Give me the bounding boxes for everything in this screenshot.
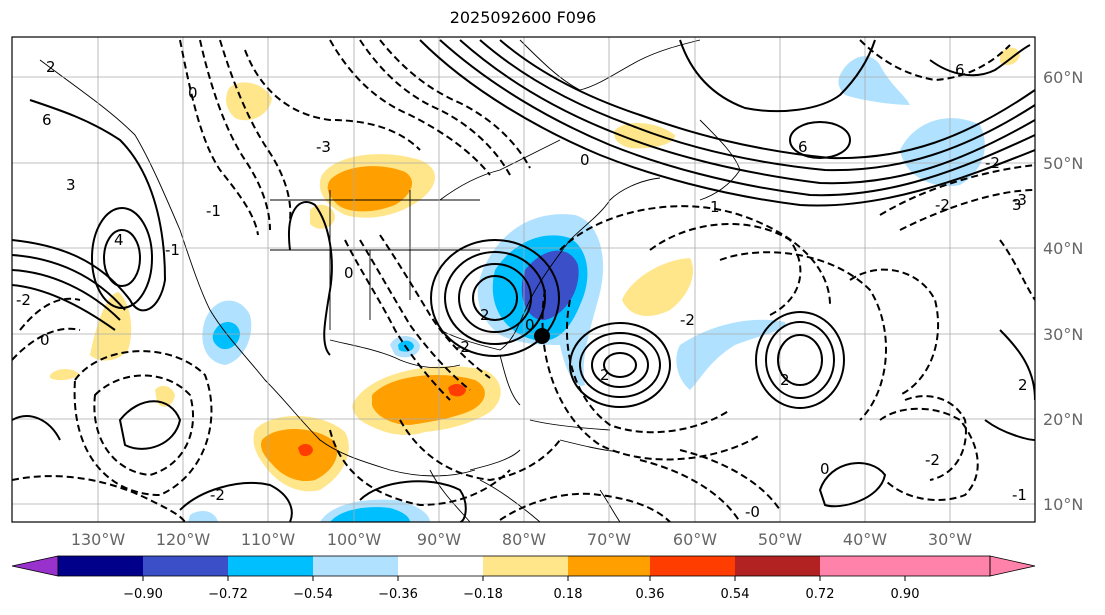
colorbar-bin: [568, 556, 650, 576]
colorbar-bin: [313, 556, 398, 576]
colorbar-tick-label: 0.72: [806, 587, 835, 602]
colorbar-bin: [820, 556, 905, 576]
colorbar-tick-label: −0.90: [123, 587, 163, 602]
positive-anomaly-region: [298, 444, 313, 457]
contour-label: 3: [1012, 196, 1022, 214]
colorbar-over-triangle: [989, 555, 1036, 577]
contour-label: -1: [165, 241, 180, 259]
contour-label: 0: [580, 151, 590, 169]
map-title: 2025092600 F096: [449, 8, 597, 27]
contour-label: -2: [680, 311, 695, 329]
longitude-label: 120°W: [156, 530, 211, 549]
contour-label: -2: [455, 338, 470, 356]
colorbar-bin: [58, 556, 143, 576]
colorbar-tick-label: 0.54: [721, 587, 750, 602]
longitude-label: 70°W: [587, 530, 631, 549]
latitude-label: 50°N: [1043, 154, 1083, 173]
negative-anomaly-region: [838, 56, 910, 105]
positive-contours: [12, 39, 1035, 522]
contour-label: 0: [344, 264, 354, 282]
contour-label: -3: [316, 138, 331, 156]
contour-label: -2: [925, 451, 940, 469]
longitude-label: 90°W: [417, 530, 461, 549]
contour-label: 2: [600, 366, 610, 384]
colorbar-bin: [228, 556, 313, 576]
contour-label: -2: [16, 291, 31, 309]
contour-label: -2: [935, 196, 950, 214]
colorbar-bin: [735, 556, 820, 576]
contour-label: 2: [1018, 376, 1028, 394]
latitude-label: 30°N: [1043, 325, 1083, 344]
contour-label: 6: [955, 61, 965, 79]
negative-anomaly-region: [188, 510, 218, 522]
contour-labels: 2 6 3 0 4 -1 -1 -3 0 0 -2 2 0 -2 0 1 2 -…: [16, 58, 1028, 521]
contour-label: 0: [188, 84, 198, 102]
latitude-label: 60°N: [1043, 68, 1083, 87]
contour-label: 3: [66, 176, 76, 194]
longitude-label: 100°W: [327, 530, 382, 549]
longitude-label: 110°W: [241, 530, 296, 549]
colorbar-ticks: [142, 576, 906, 581]
latitude-label: 10°N: [1043, 495, 1083, 514]
contour-label: 0: [820, 460, 830, 478]
colorbar-bin: [905, 556, 990, 576]
positive-anomaly-region: [261, 428, 338, 482]
negative-anomaly-peak: [521, 250, 579, 321]
longitude-axis: 130°W 120°W 110°W 100°W 90°W 80°W 70°W 6…: [71, 530, 972, 549]
graticule: [12, 37, 1035, 522]
contour-label: 6: [42, 111, 52, 129]
positive-anomaly-region: [1000, 47, 1020, 66]
colorbar-tick-label: 0.36: [636, 587, 665, 602]
contour-label: -1: [1012, 486, 1027, 504]
colorbar-bin: [483, 556, 568, 576]
colorbar-outline: [57, 555, 991, 577]
latitude-label: 40°N: [1043, 239, 1083, 258]
colorbar-tick-label: 0.90: [891, 587, 920, 602]
contour-label: -1: [206, 202, 221, 220]
positive-anomaly-region: [614, 123, 675, 149]
colorbar-tick-label: −0.54: [293, 587, 333, 602]
negative-anomaly-region: [676, 319, 786, 390]
colorbar-tick-label: −0.18: [463, 587, 503, 602]
map-frame: [11, 36, 1036, 523]
longitude-label: 40°W: [843, 530, 887, 549]
contour-label: 4: [114, 231, 124, 249]
storm-center-dot: [534, 328, 550, 344]
colorbar-bin: [398, 556, 483, 576]
colorbar: −0.90 −0.72 −0.54 −0.36 −0.18 0.18 0.36 …: [11, 555, 1036, 602]
colorbar-tick-label: −0.72: [208, 587, 248, 602]
colorbar-under-triangle: [11, 555, 59, 577]
negative-contours: [12, 39, 1035, 522]
contour-label: 0: [40, 331, 50, 349]
positive-anomaly-region: [448, 384, 466, 397]
contour-label: 2: [780, 371, 790, 389]
contour-label: 2: [480, 306, 490, 324]
contour-label: 1: [710, 198, 720, 216]
negative-anomaly-region: [330, 507, 410, 522]
longitude-label: 80°W: [502, 530, 546, 549]
contour-label: 6: [798, 138, 808, 156]
positive-anomaly-region: [50, 368, 80, 381]
colorbar-tick-label: −0.36: [378, 587, 418, 602]
colorbar-bin: [650, 556, 735, 576]
contour-label: -3: [1012, 191, 1027, 209]
longitude-label: 30°W: [928, 530, 972, 549]
contour-label: 2: [46, 58, 56, 76]
contour-label: 0: [525, 316, 535, 334]
positive-anomaly-region: [226, 82, 272, 121]
contour-label: -0: [745, 503, 760, 521]
latitude-label: 20°N: [1043, 410, 1083, 429]
longitude-label: 50°W: [758, 530, 802, 549]
longitude-label: 130°W: [71, 530, 126, 549]
positive-anomaly-region: [622, 258, 694, 316]
colorbar-tick-label: 0.18: [554, 587, 583, 602]
colorbar-bin: [143, 556, 228, 576]
latitude-axis: 60°N 50°N 40°N 30°N 20°N 10°N: [1043, 68, 1083, 514]
longitude-label: 60°W: [673, 530, 717, 549]
contour-label: -2: [210, 486, 225, 504]
contour-label: -2: [985, 154, 1000, 172]
